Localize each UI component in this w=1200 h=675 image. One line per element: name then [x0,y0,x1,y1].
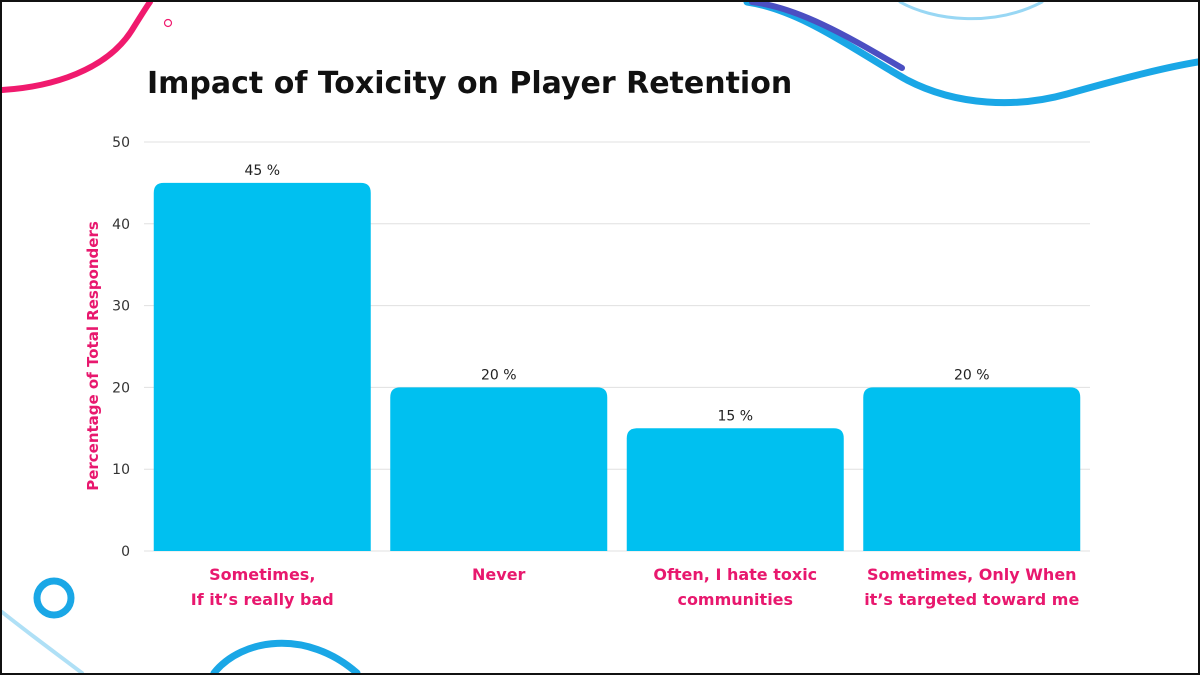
y-tick-label: 0 [121,544,130,560]
bar [390,387,608,551]
y-tick-label: 20 [112,380,130,396]
x-category-label: Sometimes, [209,565,315,584]
y-tick-label: 50 [112,135,130,151]
blue-wave-top-right [743,2,1198,107]
light-blue-arc-top [898,2,1044,21]
bar [153,182,371,551]
blue-arc-bottom [210,639,361,673]
x-category-label: communities [677,590,793,609]
y-tick-label: 40 [112,217,130,233]
x-category-label: Often, I hate toxic [653,565,817,584]
blue-arc-bottom-left [2,610,84,673]
x-category-label: it’s targeted toward me [864,590,1079,609]
bar [863,387,1081,551]
data-label: 20 % [954,367,990,383]
data-label: 20 % [481,367,517,383]
data-label: 45 % [244,163,280,179]
bar [626,428,844,551]
data-label: 15 % [717,408,753,424]
blue-ring-bottom-left [33,577,75,619]
pink-wave-top-left [2,2,153,93]
x-category-label: If it’s really bad [191,590,334,609]
navy-wave-top-right [749,2,905,71]
small-pink-ring [163,18,173,28]
y-tick-label: 10 [112,462,130,478]
chart-title: Impact of Toxicity on Player Retention [147,66,793,101]
x-category-label: Sometimes, Only When [867,565,1077,584]
y-tick-label: 30 [112,299,130,315]
x-category-label: Never [472,565,526,584]
